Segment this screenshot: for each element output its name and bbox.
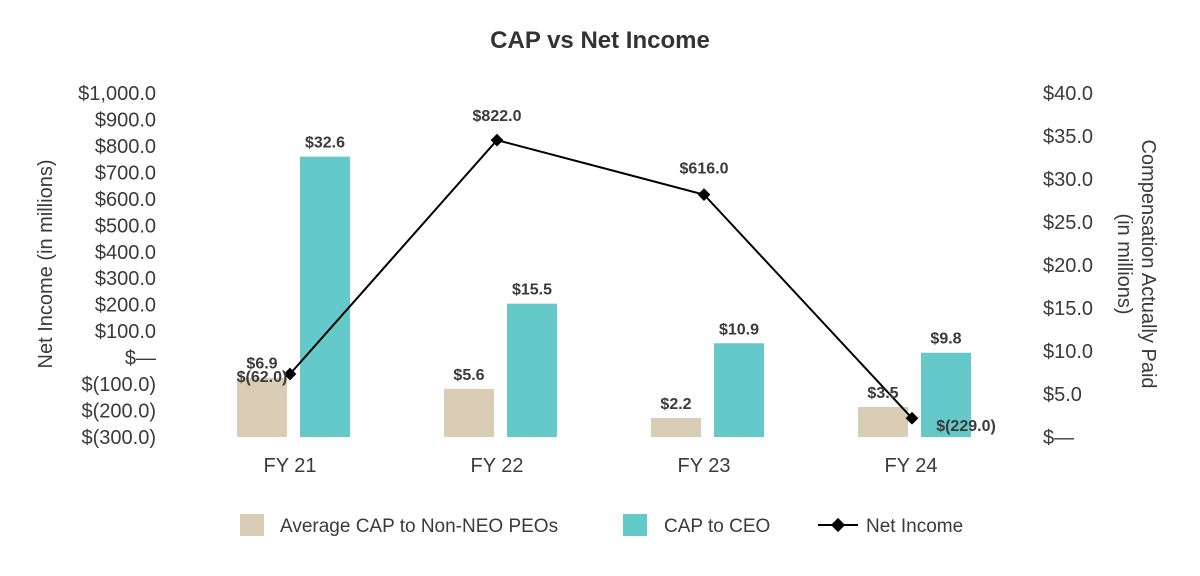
category-label: FY 22 [471,455,524,477]
net-income-marker [283,367,297,381]
right-tick-label: $30.0 [1043,169,1093,191]
legend-label-cap-ceo: CAP to CEO [664,516,770,537]
left-tick-label: $1,000.0 [78,83,156,105]
right-axis-ticks: $40.0 $35.0 $30.0 $25.0 $20.0 $15.0 $10.0 $5.0 $… [1043,83,1093,449]
data-label-cap-ceo: $9.8 [930,331,961,348]
left-axis-title: Net Income (in millions) [35,160,57,369]
bar-avg-cap [237,377,287,437]
right-tick-label: $20.0 [1043,255,1093,277]
left-tick-label: $900.0 [95,109,156,131]
right-tick-label: $40.0 [1043,83,1093,105]
bar-cap-ceo [714,343,764,437]
legend-swatch-cap-ceo [623,514,647,536]
bar-avg-cap [444,388,494,437]
right-tick-label: $10.0 [1043,341,1093,363]
left-tick-label: $(100.0) [82,374,157,396]
left-tick-label: $200.0 [95,295,156,317]
data-label-avg-cap: $6.9 [246,356,277,373]
data-label-avg-cap: $3.5 [867,385,898,402]
data-label-avg-cap: $2.2 [660,396,691,413]
right-tick-label: $5.0 [1043,384,1082,406]
left-tick-label: $700.0 [95,162,156,184]
bar-avg-cap [858,406,908,437]
right-tick-label: $35.0 [1043,126,1093,148]
right-tick-label: $— [1043,427,1074,449]
left-tick-label: $600.0 [95,189,156,211]
net-income-data-label: $822.0 [473,108,522,125]
left-tick-label: $400.0 [95,242,156,264]
net-income-data-label: $(62.0) [237,369,288,386]
legend-label-avg-cap: Average CAP to Non-NEO PEOs [280,516,558,537]
left-tick-label: $800.0 [95,136,156,158]
bars [237,156,971,437]
category-label: FY 21 [264,455,317,477]
left-tick-label: $— [125,348,156,370]
category-labels: FY 21 FY 22 FY 23 FY 24 [264,455,938,477]
bar-data-labels: $6.9 $5.6 $2.2 $3.5 $32.6 $15.5 $10.9 $9.8 [246,135,961,413]
left-tick-label: $300.0 [95,268,156,290]
chart-title: CAP vs Net Income [490,27,710,54]
left-tick-label: $100.0 [95,321,156,343]
right-tick-label: $25.0 [1043,212,1093,234]
line-data-labels: $(62.0) $822.0 $616.0 $(229.0) [237,108,996,435]
legend: Average CAP to Non-NEO PEOs CAP to CEO N… [240,514,963,537]
category-label: FY 23 [678,455,731,477]
category-label: FY 24 [885,455,938,477]
right-tick-label: $15.0 [1043,298,1093,320]
net-income-data-label: $616.0 [680,161,729,178]
legend-marker-net-income [830,517,846,533]
data-label-cap-ceo: $15.5 [512,282,552,299]
bar-avg-cap [651,418,701,437]
right-axis-title-line1: Compensation Actually Paid [1137,139,1159,388]
bar-cap-ceo [921,352,971,437]
net-income-marker [490,133,504,147]
left-tick-label: $500.0 [95,215,156,237]
bar-cap-ceo [507,303,557,437]
data-label-avg-cap: $5.6 [453,367,484,384]
right-axis-title-line2: (in millions) [1113,213,1135,314]
legend-label-net-income: Net Income [866,516,963,537]
data-label-cap-ceo: $32.6 [305,135,345,152]
bar-cap-ceo [300,156,350,437]
data-label-cap-ceo: $10.9 [719,321,759,338]
left-axis-ticks: $1,000.0 $900.0 $800.0 $700.0 $600.0 $500.0 $4… [78,83,156,449]
left-tick-label: $(300.0) [82,427,157,449]
net-income-line [283,133,919,425]
left-tick-label: $(200.0) [82,401,157,423]
net-income-data-label: $(229.0) [936,418,996,435]
net-income-polyline [289,138,913,419]
legend-swatch-avg-cap [240,514,264,536]
